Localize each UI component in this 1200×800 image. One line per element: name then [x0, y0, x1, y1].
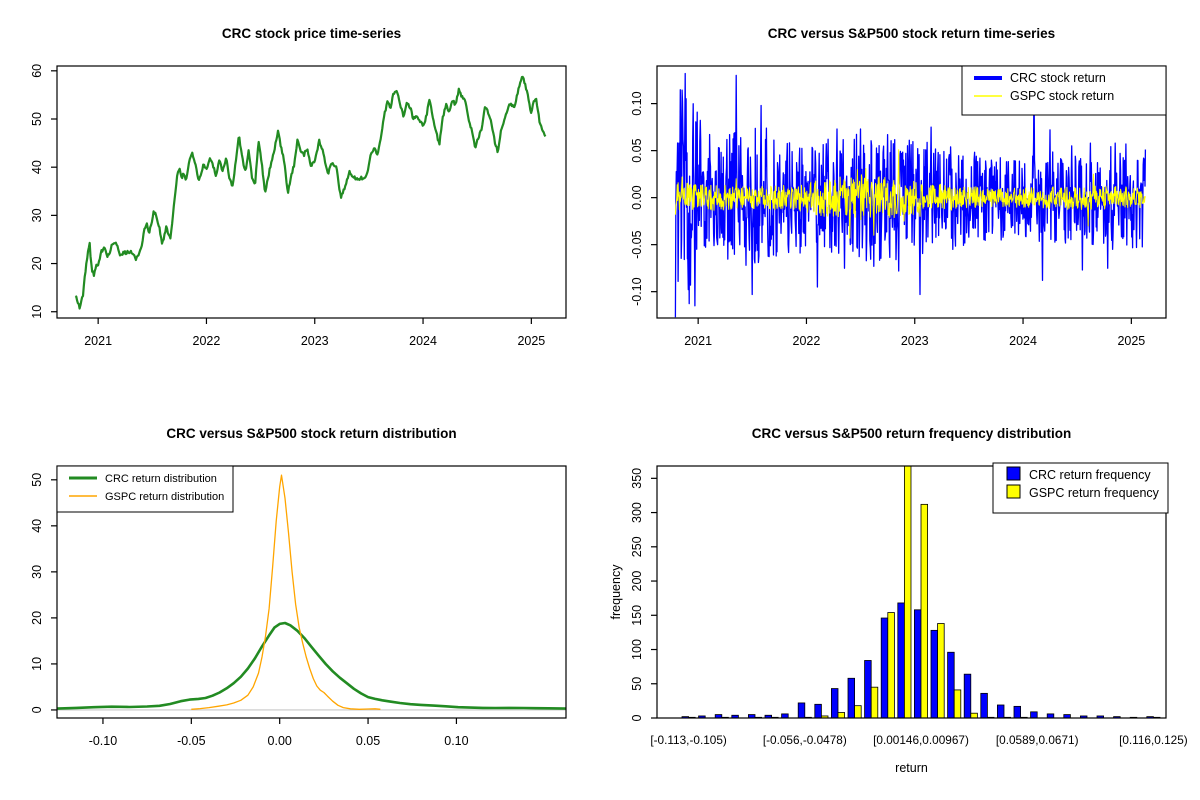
svg-text:2023: 2023 — [901, 334, 929, 348]
svg-text:2021: 2021 — [684, 334, 712, 348]
svg-text:0.10: 0.10 — [444, 734, 468, 748]
svg-text:-0.05: -0.05 — [630, 230, 644, 259]
svg-text:0.00: 0.00 — [630, 185, 644, 209]
density-chart: -0.10 -0.05 0.00 0.05 0.10 0 10 20 30 40 50 CRC ret… — [30, 465, 567, 748]
svg-text:[0.0589,0.0671): [0.0589,0.0671) — [996, 733, 1079, 747]
svg-text:-0.05: -0.05 — [177, 734, 206, 748]
svg-text:2024: 2024 — [1009, 334, 1037, 348]
svg-text:CRC return distribution: CRC return distribution — [105, 473, 217, 485]
svg-text:[0.00146,0.00967): [0.00146,0.00967) — [873, 733, 969, 747]
svg-text:0: 0 — [630, 714, 644, 721]
svg-text:50: 50 — [630, 677, 644, 691]
svg-text:[-0.056,-0.0478): [-0.056,-0.0478) — [763, 733, 847, 747]
svg-text:2025: 2025 — [517, 334, 545, 348]
svg-text:GSPC stock return: GSPC stock return — [1010, 89, 1114, 103]
svg-text:2024: 2024 — [409, 334, 437, 348]
returns-chart-title: CRC versus S&P500 stock return time-seri… — [767, 26, 1056, 41]
svg-text:GSPC return distribution: GSPC return distribution — [105, 491, 224, 503]
density-chart-panel: -0.10 -0.05 0.00 0.05 0.10 0 10 20 30 40 50 CRC ret… — [0, 400, 600, 800]
returns-chart-panel: 2021 2022 2023 2024 2025 -0.10 -0.05 0.00 0.05 0.… — [600, 0, 1200, 400]
svg-text:0.00: 0.00 — [268, 734, 292, 748]
price-chart-title: CRC stock price time-series — [221, 26, 402, 41]
svg-text:2025: 2025 — [1117, 334, 1145, 348]
svg-text:0.05: 0.05 — [630, 138, 644, 162]
svg-text:2021: 2021 — [84, 334, 112, 348]
svg-text:300: 300 — [630, 502, 644, 523]
svg-text:40: 40 — [30, 160, 44, 174]
svg-text:40: 40 — [30, 519, 44, 533]
svg-text:-0.10: -0.10 — [630, 277, 644, 306]
svg-text:-0.10: -0.10 — [89, 734, 118, 748]
svg-text:350: 350 — [630, 468, 644, 489]
svg-text:0: 0 — [30, 706, 44, 713]
svg-text:frequency: frequency — [609, 564, 623, 620]
price-chart-panel: 2021 2022 2023 2024 2025 10 20 30 40 50 60 CRC sto… — [0, 0, 600, 400]
svg-text:250: 250 — [630, 536, 644, 557]
svg-text:60: 60 — [30, 64, 44, 78]
histogram-chart-panel: [-0.113,-0.105) [-0.056,-0.0478) [0.00146,… — [600, 400, 1200, 800]
svg-text:20: 20 — [30, 257, 44, 271]
svg-text:[0.116,0.125): [0.116,0.125) — [1119, 733, 1188, 747]
svg-text:[-0.113,-0.105): [-0.113,-0.105) — [650, 733, 727, 747]
svg-text:10: 10 — [30, 657, 44, 671]
price-chart: 2021 2022 2023 2024 2025 10 20 30 40 50 60 — [30, 64, 567, 348]
svg-text:150: 150 — [630, 605, 644, 626]
svg-text:CRC return frequency: CRC return frequency — [1029, 468, 1151, 482]
histogram-chart-title: CRC versus S&P500 return frequency distr… — [751, 426, 1072, 441]
svg-text:100: 100 — [630, 639, 644, 660]
svg-text:30: 30 — [30, 208, 44, 222]
histogram-chart: [-0.113,-0.105) [-0.056,-0.0478) [0.00146,… — [609, 462, 1188, 775]
svg-text:50: 50 — [30, 112, 44, 126]
svg-text:2023: 2023 — [301, 334, 329, 348]
svg-text:2022: 2022 — [193, 334, 221, 348]
svg-text:2022: 2022 — [793, 334, 821, 348]
svg-text:0.05: 0.05 — [356, 734, 380, 748]
svg-text:30: 30 — [30, 565, 44, 579]
density-chart-title: CRC versus S&P500 stock return distribut… — [166, 426, 457, 441]
svg-text:0.10: 0.10 — [630, 91, 644, 115]
svg-text:GSPC return frequency: GSPC return frequency — [1029, 486, 1160, 500]
svg-text:10: 10 — [30, 305, 44, 319]
svg-text:50: 50 — [30, 473, 44, 487]
returns-chart: 2021 2022 2023 2024 2025 -0.10 -0.05 0.00 0.05 0.… — [630, 65, 1167, 348]
svg-text:CRC stock return: CRC stock return — [1010, 71, 1106, 85]
svg-text:return: return — [895, 761, 928, 775]
svg-text:20: 20 — [30, 611, 44, 625]
svg-text:200: 200 — [630, 571, 644, 592]
